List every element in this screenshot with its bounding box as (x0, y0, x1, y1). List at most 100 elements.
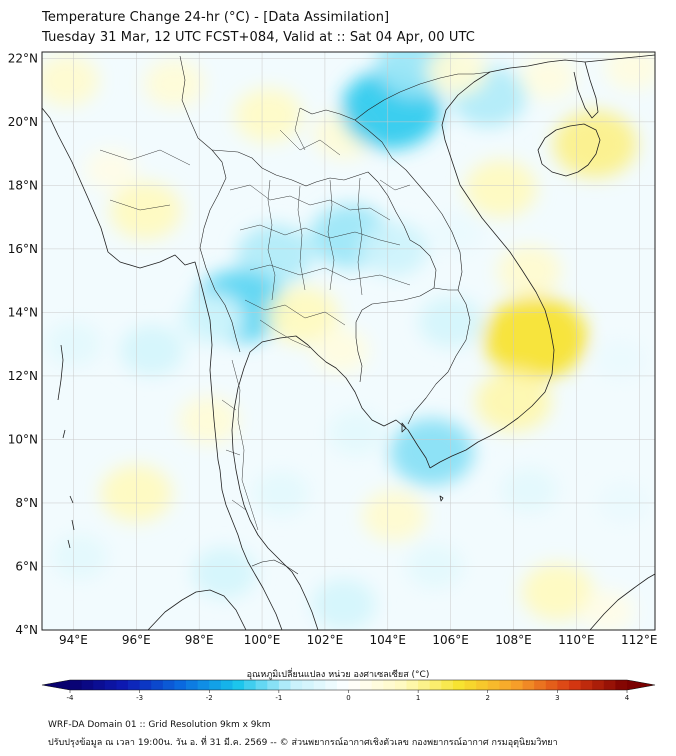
colorbar-segment (186, 680, 199, 690)
colorbar-tick-label: -3 (136, 694, 143, 702)
lon-label: 104°E (370, 633, 407, 647)
field-anomaly (594, 339, 647, 381)
province-lines-central (221, 299, 346, 531)
colorbar-segment (603, 680, 616, 690)
border-laos-vietnam (354, 119, 463, 291)
coastlines (42, 54, 655, 630)
colorbar-segment (290, 680, 303, 690)
coastline-west (42, 107, 283, 630)
field-anomaly (430, 212, 483, 254)
colorbar-segment (464, 680, 477, 690)
colorbar-segment (128, 680, 141, 690)
lat-label: 22°N (8, 51, 38, 65)
colorbar-tick-label: 2 (486, 694, 490, 702)
field-anomaly (266, 286, 339, 345)
lat-label: 16°N (8, 242, 38, 256)
small-islands (401, 422, 444, 502)
field-anomaly (192, 547, 257, 599)
colorbar-tick-label: 0 (346, 694, 350, 702)
colorbar-segment (499, 680, 512, 690)
field-anomaly (426, 52, 487, 96)
colorbar-segment (336, 680, 349, 690)
colorbar-tick-label: -1 (275, 694, 282, 702)
colorbar-tick-label: 3 (555, 694, 559, 702)
field-anomaly (501, 467, 558, 513)
hainan-island (537, 123, 601, 177)
footer-update-info: ปรับปรุงข้อมูล ณ เวลา 19:00น. วัน อ. ที่… (48, 738, 558, 748)
map-frame (41, 51, 656, 631)
coastline-gulf (231, 335, 431, 630)
colorbar-tick-label: -2 (206, 694, 213, 702)
colorbar-segment (197, 680, 210, 690)
colorbar-segment (278, 680, 291, 690)
leizhou-peninsula (573, 61, 599, 119)
field-anomaly (389, 418, 474, 486)
colorbar-segment (232, 680, 245, 690)
field-anomaly (234, 88, 303, 143)
colorbar-tick-label: 4 (625, 694, 630, 702)
field-anomaly (362, 490, 427, 542)
colorbar-segment (104, 680, 117, 690)
border-vietnam-china (354, 71, 491, 121)
lat-label: 14°N (8, 305, 38, 319)
chart-title: Temperature Change 24-hr (°C) - [Data As… (42, 10, 390, 25)
field-anomaly (144, 59, 205, 108)
border-myanmar-thailand (199, 149, 241, 353)
field-anomaly (553, 110, 638, 178)
colorbar-tick-label: 1 (416, 694, 420, 702)
colorbar-segment (267, 680, 280, 690)
lat-label: 8°N (15, 496, 38, 510)
field-anomaly (51, 534, 108, 580)
colorbar-segment (383, 680, 396, 690)
colorbar-max-arrow (627, 680, 655, 690)
colorbar-segment (394, 680, 407, 690)
border-laos-china (299, 107, 356, 121)
colorbar-segment (441, 680, 454, 690)
field-anomaly (179, 293, 244, 345)
colorbar-tick-label: -4 (67, 694, 75, 702)
country-borders (99, 55, 491, 575)
colorbar-segment (452, 680, 465, 690)
colorbar-segment (255, 680, 268, 690)
colorbar-segment (174, 680, 187, 690)
colorbar-segment (162, 680, 175, 690)
coastline-vietnam (429, 54, 655, 469)
field-anomaly (42, 54, 100, 107)
colorbar-segment (522, 680, 535, 690)
sumatra-coast (147, 589, 247, 630)
province-lines-north (229, 177, 411, 301)
lon-label: 94°E (59, 633, 88, 647)
field-anomaly (497, 245, 562, 297)
colorbar-segment (487, 680, 500, 690)
lat-label: 4°N (15, 623, 38, 637)
field-anomaly (252, 471, 309, 516)
colorbar-segment (302, 680, 315, 690)
border-thailand-laos (261, 167, 437, 289)
colorbar-segment (418, 680, 431, 690)
field-anomaly (85, 148, 138, 191)
field-anomaly (311, 579, 376, 630)
lat-label: 6°N (15, 559, 38, 573)
colorbar-segment (93, 680, 106, 690)
lon-label: 112°E (621, 633, 658, 647)
colorbar-segment (510, 680, 523, 690)
field-anomaly (483, 296, 588, 380)
lat-label: 10°N (8, 432, 38, 446)
colorbar-segment (139, 680, 152, 690)
field-anomaly (312, 328, 369, 373)
border-myanmar-china (179, 55, 263, 169)
colorbar-segment (81, 680, 94, 690)
province-lines-other (99, 107, 411, 211)
colorbar-segment (360, 680, 373, 690)
colorbar-segment (580, 680, 593, 690)
latitude-labels: 22°N 20°N 18°N 16°N 14°N 12°N 10°N 8°N 6°N 4°N (8, 51, 38, 637)
colorbar-segment (209, 680, 222, 690)
lon-label: 108°E (495, 633, 532, 647)
colorbar-min-arrow (42, 680, 70, 690)
border-cambodia-vietnam (407, 287, 471, 425)
field-anomaly (236, 224, 313, 286)
colorbar-segment (70, 680, 83, 690)
border-thailand-cambodia (355, 287, 435, 383)
colorbar-segment (615, 680, 628, 690)
